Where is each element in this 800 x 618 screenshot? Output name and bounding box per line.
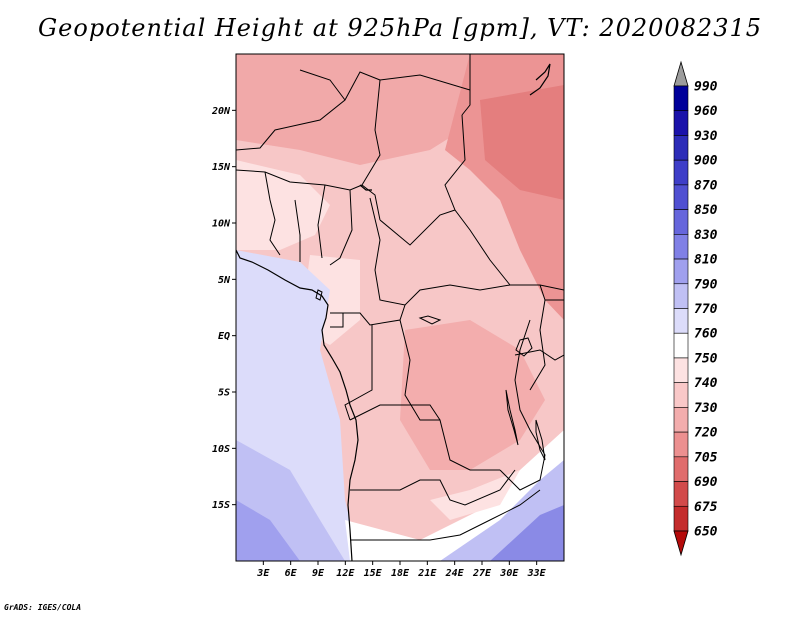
colorbar-label: 705	[694, 450, 718, 465]
colorbar-swatch	[673, 85, 689, 112]
colorbar-top-arrow	[673, 60, 689, 87]
colorbar-swatch	[673, 209, 689, 235]
lat-label: 5N	[218, 275, 231, 286]
colorbar-swatch	[673, 184, 689, 210]
field-730-congo	[400, 320, 545, 470]
colorbar-label: 930	[694, 129, 718, 144]
field-705-sudan	[480, 85, 564, 200]
colorbar-swatch	[673, 505, 689, 532]
lat-label: 20N	[211, 106, 231, 117]
colorbar-label: 650	[694, 525, 718, 540]
colorbar-label: 750	[694, 351, 718, 366]
lon-label: 30E	[499, 568, 519, 579]
lake-malawi	[535, 419, 546, 461]
lat-label: EQ	[218, 331, 230, 342]
colorbar-label: 960	[694, 104, 718, 119]
lon-label: 27E	[472, 568, 492, 579]
colorbar-swatch	[673, 135, 689, 161]
lon-label: 15E	[364, 568, 383, 579]
colorbar-label: 760	[694, 327, 718, 342]
lake-victoria	[515, 337, 533, 357]
colorbar-label: 770	[694, 302, 718, 317]
axis-ticks	[232, 109, 538, 565]
colorbar-label: 810	[694, 253, 718, 268]
colorbar-swatch	[673, 357, 689, 383]
lon-label: 33E	[527, 568, 547, 579]
lat-labels: 20N 15N 10N 5N EQ 5S 10S 15S	[211, 106, 231, 511]
field-730-north	[236, 54, 478, 165]
colorbar-label: 850	[694, 203, 718, 218]
map-title: Geopotential Height at 925hPa [gpm], VT:…	[38, 14, 762, 42]
colorbar-swatch	[673, 407, 689, 433]
lon-label: 3E	[256, 568, 270, 579]
lon-label: 12E	[336, 568, 355, 579]
lon-label: 21E	[417, 568, 437, 579]
lon-label: 6E	[285, 568, 298, 579]
lat-label: 5S	[218, 388, 230, 399]
colorbar-label: 790	[694, 277, 718, 292]
lon-labels: 3E 6E 9E 12E 15E 18E 21E 24E 27E 30E 33E	[256, 568, 546, 579]
lakes	[315, 289, 546, 461]
colorbar-swatch	[673, 481, 689, 507]
colorbar: 990 960 930 900 870 850 830 810 790 770 760 750 740 7…	[673, 60, 718, 557]
colorbar-swatch	[673, 159, 689, 186]
footer-credit: GrADS: IGES/COLA	[4, 603, 82, 612]
field-750-zambezi	[430, 470, 520, 520]
lon-label: 18E	[391, 568, 410, 579]
colorbar-swatch	[673, 283, 689, 309]
colorbar-swatch	[673, 456, 689, 482]
lake-volta	[315, 289, 323, 301]
lat-label: 15S	[212, 500, 230, 511]
colorbar-swatch	[673, 431, 689, 458]
coastline	[236, 63, 551, 561]
colorbar-swatch	[673, 382, 689, 408]
country-borders	[236, 54, 564, 541]
colorbar-label: 675	[694, 500, 718, 515]
field-830-southeast	[490, 505, 564, 561]
colorbar-label: 730	[694, 401, 718, 416]
colorbar-label: 900	[694, 154, 718, 169]
lon-label: 24E	[445, 568, 465, 579]
congo-marsh	[418, 315, 442, 325]
colorbar-swatch	[673, 110, 689, 136]
height-field	[236, 54, 564, 561]
colorbar-swatch	[673, 308, 689, 334]
colorbar-label: 690	[694, 475, 718, 490]
lat-label: 10N	[212, 219, 231, 230]
colorbar-swatch	[673, 258, 689, 285]
colorbar-label: 740	[694, 376, 718, 391]
lon-label: 9E	[312, 568, 325, 579]
colorbar-swatch	[673, 332, 689, 359]
colorbar-label: 870	[694, 178, 718, 193]
colorbar-label: 990	[694, 80, 718, 95]
colorbar-label: 720	[694, 426, 718, 441]
colorbar-label: 830	[694, 228, 718, 243]
colorbar-bottom-arrow	[673, 530, 689, 557]
field-810-ocean-sw	[236, 500, 300, 561]
lat-label: 15N	[212, 162, 231, 173]
field-750-west	[236, 160, 330, 250]
lat-label: 10S	[212, 444, 230, 455]
lake-tanganyika	[505, 389, 519, 446]
colorbar-swatch	[673, 234, 689, 260]
